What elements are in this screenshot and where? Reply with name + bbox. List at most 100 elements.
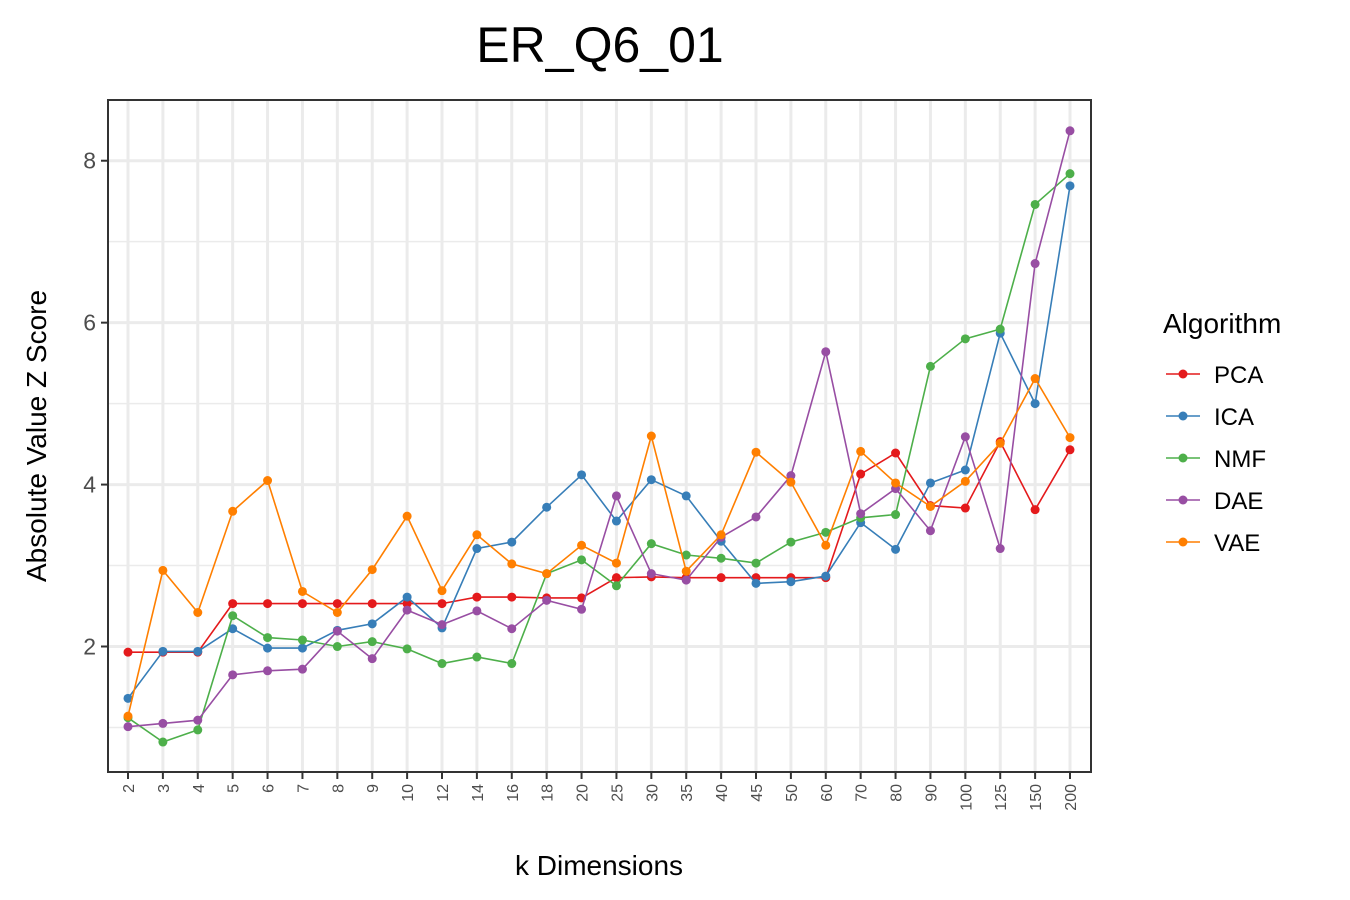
data-point: [786, 537, 796, 547]
data-point: [332, 599, 342, 609]
data-point: [402, 644, 412, 654]
data-point: [367, 619, 377, 629]
x-tick-label: 30: [644, 784, 661, 802]
data-point: [681, 550, 691, 560]
data-point: [367, 565, 377, 575]
x-tick-label: 5: [226, 784, 243, 793]
data-point: [297, 635, 307, 645]
series-lines: [123, 126, 1075, 747]
x-tick-label: 70: [854, 784, 871, 802]
x-tick-label: 12: [435, 784, 452, 802]
legend: Algorithm PCA ICA NMF DAE VAE: [1163, 308, 1281, 557]
data-point: [193, 725, 203, 735]
data-point: [646, 431, 656, 441]
data-point: [158, 718, 168, 728]
x-tick-label: 60: [819, 784, 836, 802]
x-tick-label: 90: [923, 784, 940, 802]
data-point: [751, 447, 761, 457]
y-tick-label: 8: [83, 148, 96, 174]
x-tick-label: 20: [575, 784, 592, 802]
data-point: [367, 637, 377, 647]
data-point: [507, 624, 517, 634]
data-point: [1030, 259, 1040, 269]
y-tick-label: 2: [83, 634, 96, 660]
data-point: [960, 476, 970, 486]
data-point: [611, 491, 621, 501]
data-point: [611, 516, 621, 526]
data-point: [507, 592, 517, 602]
data-point: [228, 506, 238, 516]
data-point: [1030, 374, 1040, 384]
x-tick-label: 45: [749, 784, 766, 802]
legend-label: NMF: [1214, 446, 1266, 473]
data-point: [158, 565, 168, 575]
data-point: [751, 558, 761, 568]
data-point: [472, 544, 482, 554]
data-point: [332, 626, 342, 636]
data-point: [611, 558, 621, 568]
data-point: [542, 595, 552, 605]
x-tick-label: 2: [121, 784, 138, 793]
data-point: [995, 324, 1005, 334]
data-point: [891, 448, 901, 458]
data-point: [402, 511, 412, 521]
data-point: [263, 633, 273, 643]
data-point: [786, 471, 796, 481]
data-point: [786, 477, 796, 487]
data-point: [297, 599, 307, 609]
data-point: [228, 611, 238, 621]
x-tick-label: 35: [679, 784, 696, 802]
data-point: [228, 624, 238, 634]
data-point: [1065, 181, 1075, 191]
data-point: [751, 578, 761, 588]
x-tick-label: 9: [365, 784, 382, 793]
data-point: [856, 509, 866, 519]
data-point: [751, 512, 761, 522]
legend-label: DAE: [1214, 488, 1263, 515]
data-point: [297, 643, 307, 653]
x-tick-label: 25: [609, 784, 626, 802]
data-point: [716, 553, 726, 563]
data-point: [646, 475, 656, 485]
data-point: [960, 432, 970, 442]
data-point: [891, 478, 901, 488]
series-line: [127, 185, 1071, 699]
data-point: [228, 670, 238, 680]
data-point: [158, 737, 168, 747]
data-point: [925, 478, 935, 488]
series-line: [127, 173, 1071, 743]
x-tick-label: 125: [993, 784, 1010, 811]
data-point: [960, 465, 970, 475]
series-line: [127, 130, 1071, 728]
data-point: [402, 599, 412, 609]
series-line: [128, 439, 1071, 654]
data-point: [437, 599, 447, 609]
data-point: [507, 559, 517, 569]
data-point: [821, 347, 831, 357]
data-point: [716, 530, 726, 540]
data-point: [891, 544, 901, 554]
data-point: [507, 659, 517, 669]
legend-key-point: [1178, 537, 1188, 547]
data-point: [1065, 433, 1075, 443]
data-point: [611, 581, 621, 591]
data-point: [891, 510, 901, 520]
data-point: [925, 501, 935, 511]
data-point: [263, 476, 273, 486]
data-point: [1030, 505, 1040, 515]
data-point: [332, 642, 342, 652]
grid: [108, 100, 1091, 772]
data-point: [437, 659, 447, 669]
y-tick-label: 4: [83, 472, 96, 498]
x-tick-label: 200: [1063, 784, 1080, 811]
x-tick-label: 100: [958, 784, 975, 811]
data-point: [123, 693, 133, 703]
data-point: [507, 537, 517, 547]
data-point: [297, 664, 307, 674]
data-point: [123, 647, 133, 657]
x-tick-label: 16: [505, 784, 522, 802]
data-point: [577, 604, 587, 614]
legend-label: ICA: [1214, 404, 1254, 431]
x-tick-label: 150: [1028, 784, 1045, 811]
